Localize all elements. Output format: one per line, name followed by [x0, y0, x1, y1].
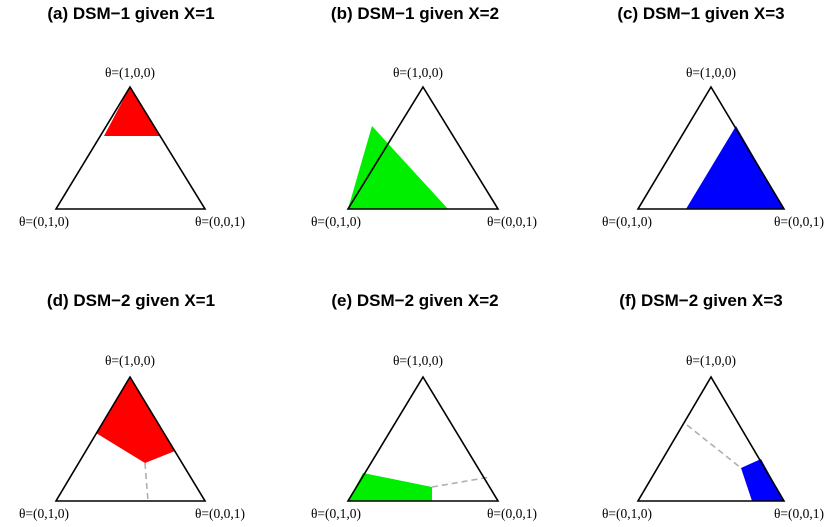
panel-e-dashed-boundary — [431, 476, 491, 488]
panel-e: (e) DSM−2 given X=2 θ=(1,0,0) θ=(0,1,0) … — [311, 291, 537, 521]
panel-f-title: (f) DSM−2 given X=3 — [619, 291, 782, 310]
panel-d-dashed-boundary — [144, 462, 149, 502]
panel-e-vertex-left-label: θ=(0,1,0) — [311, 506, 361, 521]
panel-e-title: (e) DSM−2 given X=2 — [331, 291, 498, 310]
panel-b-vertex-right-label: θ=(0,0,1) — [487, 214, 537, 229]
panel-d-triangle — [54, 375, 207, 502]
panel-f: (f) DSM−2 given X=3 θ=(1,0,0) θ=(0,1,0) … — [602, 291, 824, 521]
panel-b-vertex-top-label: θ=(1,0,0) — [393, 65, 443, 80]
panel-a-vertex-top-label: θ=(1,0,0) — [105, 65, 155, 80]
panel-d-region — [96, 377, 175, 463]
panel-c-vertex-left-label: θ=(0,1,0) — [602, 214, 652, 229]
panel-d-vertex-right-label: θ=(0,0,1) — [195, 506, 245, 521]
panel-b-title: (b) DSM−1 given X=2 — [331, 4, 499, 23]
panel-a-vertex-left-label: θ=(0,1,0) — [19, 214, 69, 229]
panel-d-title: (d) DSM−2 given X=1 — [47, 291, 215, 310]
panel-a-title: (a) DSM−1 given X=1 — [47, 4, 214, 23]
panel-c-triangle — [636, 85, 786, 210]
panel-c-region — [686, 126, 784, 209]
panel-d-vertex-top-label: θ=(1,0,0) — [105, 353, 155, 368]
panel-b-vertex-left-label: θ=(0,1,0) — [311, 214, 361, 229]
panel-a: (a) DSM−1 given X=1 θ=(1,0,0) θ=(0,1,0) … — [19, 4, 245, 229]
panel-c-title: (c) DSM−1 given X=3 — [617, 4, 784, 23]
panel-f-dashed-boundary — [686, 424, 742, 469]
panel-c-vertex-top-label: θ=(1,0,0) — [686, 65, 736, 80]
panel-d-vertex-left-label: θ=(0,1,0) — [19, 506, 69, 521]
panel-f-vertex-right-label: θ=(0,0,1) — [774, 506, 824, 521]
panel-c: (c) DSM−1 given X=3 θ=(1,0,0) θ=(0,1,0) … — [602, 4, 824, 229]
panel-a-region — [104, 87, 160, 136]
panel-e-vertex-right-label: θ=(0,0,1) — [487, 506, 537, 521]
panel-f-vertex-top-label: θ=(1,0,0) — [686, 353, 736, 368]
panel-b-triangle — [346, 85, 500, 210]
panel-a-triangle — [54, 85, 207, 210]
panel-f-vertex-left-label: θ=(0,1,0) — [602, 506, 652, 521]
panel-c-vertex-right-label: θ=(0,0,1) — [774, 214, 824, 229]
panel-b: (b) DSM−1 given X=2 θ=(1,0,0) θ=(0,1,0) … — [311, 4, 537, 229]
panel-e-region — [348, 473, 432, 501]
panel-d: (d) DSM−2 given X=1 θ=(1,0,0) θ=(0,1,0) … — [19, 291, 245, 521]
panel-e-vertex-top-label: θ=(1,0,0) — [393, 353, 443, 368]
panel-b-region — [348, 126, 448, 209]
panel-a-vertex-right-label: θ=(0,0,1) — [195, 214, 245, 229]
panel-f-triangle — [636, 375, 786, 502]
panel-e-triangle — [346, 375, 500, 502]
panel-f-region — [741, 459, 784, 501]
